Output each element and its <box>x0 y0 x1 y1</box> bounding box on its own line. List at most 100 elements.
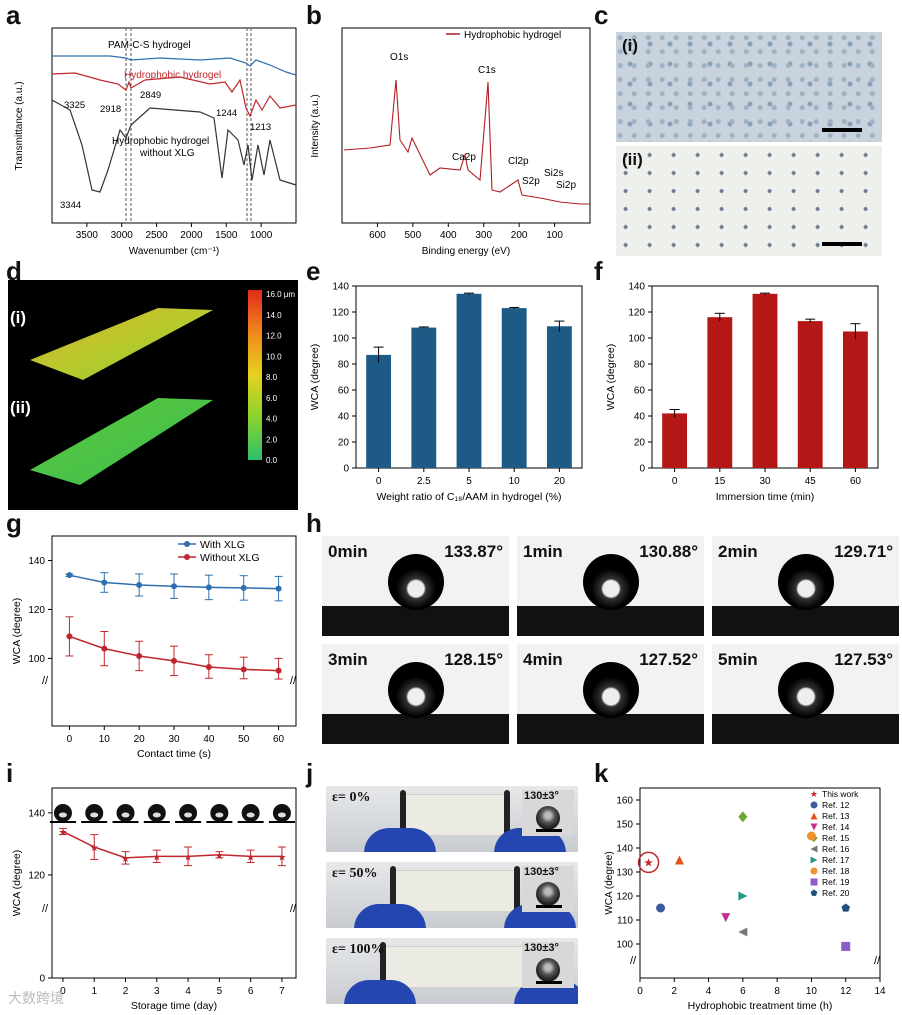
micrograph-ii: (ii) <box>616 146 882 256</box>
chart-a-ylabel: Transmittance (a.u.) <box>14 81 25 170</box>
scale-bar <box>822 128 862 132</box>
chart-g-point <box>240 584 247 591</box>
chart-g-axis-break: // <box>290 675 297 687</box>
chart-a-frame <box>51 27 297 224</box>
glove-left <box>344 980 416 1004</box>
colorbar-tick-label: 16.0 μm <box>266 290 295 299</box>
chart-a-series-pam <box>52 55 297 76</box>
water-droplet <box>388 554 444 610</box>
droplet-time: 3min <box>328 650 368 669</box>
droplet-time: 4min <box>523 650 563 669</box>
droplet-angle: 127.53° <box>834 650 893 669</box>
chart-e-xtick-label: 5 <box>466 476 472 487</box>
chart-b-legend: Hydrophobic hydrogel <box>464 30 561 41</box>
panel-label-f: f <box>594 256 603 286</box>
chart-k-ytick-label: 100 <box>616 940 633 951</box>
chart-i-frame <box>51 787 297 979</box>
chart-f-xtick-label: 60 <box>850 476 862 487</box>
hydrogel-strip <box>394 870 516 912</box>
chart-k-legend-label: Ref. 13 <box>822 811 850 821</box>
droplet-image: 4min 127.52° <box>517 644 704 744</box>
droplet-icon-highlight <box>184 812 193 818</box>
chart-i-xtick-label: 1 <box>91 986 97 997</box>
chart-g-point <box>275 667 282 674</box>
chart-i-point: ★ <box>215 851 224 862</box>
clamp <box>380 942 386 988</box>
chart-a-legend-pam: PAM-C-S hydrogel <box>108 40 191 51</box>
chart-b-xtick-label: 500 <box>405 230 422 241</box>
panel-label-h: h <box>306 508 322 538</box>
chart-k-legend-label: This work <box>822 789 859 799</box>
chart-g-xtick-label: 50 <box>238 734 250 745</box>
chart-a-annot-2918: 2918 <box>100 104 121 115</box>
chart-b-frame <box>341 27 591 224</box>
micrograph-i: (i) <box>616 32 882 142</box>
strain-label: ε= 50% <box>332 866 378 881</box>
chart-i-point: ★ <box>90 843 99 854</box>
chart-b-series <box>343 79 590 205</box>
chart-k-legend-label: Ref. 14 <box>822 822 850 832</box>
chart-b-annot-s2p: S2p <box>522 176 540 187</box>
chart-k-xtick-label: 0 <box>637 986 643 997</box>
chart-f-ytick-label: 60 <box>634 386 646 397</box>
chart-a-legend-noxlg-line2: without XLG <box>139 148 195 159</box>
chart-a-xtick-label: 3500 <box>76 230 99 241</box>
chart-f-xtick-label: 30 <box>759 476 771 487</box>
glove-left <box>364 828 436 852</box>
chart-f-bar: 0 20 40 60 80 100 120 140 0 15 30 45 60 Immersion tim… <box>605 282 879 503</box>
chart-a-ftir: PAM-C-S hydrogel Hydrophobic hydrogel Hy… <box>14 27 297 257</box>
chart-f-xtick-label: 15 <box>714 476 726 487</box>
colorbar-tick-label: 12.0 <box>266 332 282 341</box>
chart-e-xtick-label: 20 <box>554 476 566 487</box>
hydrogel-strip <box>404 794 506 836</box>
water-droplet <box>536 882 560 906</box>
chart-a-xtick-label: 1500 <box>215 230 238 241</box>
chart-g-xtick-label: 0 <box>67 734 73 745</box>
inset-angle: 130±3° <box>524 790 559 802</box>
chart-g-point <box>136 581 143 588</box>
chart-g-ytick-label: 100 <box>28 654 45 665</box>
chart-g-xtick-label: 20 <box>134 734 146 745</box>
chart-f-ytick-label: 40 <box>634 412 646 423</box>
chart-g-legend-label: Without XLG <box>200 552 260 564</box>
chart-k-point <box>738 891 748 901</box>
panel-label-c: c <box>594 0 609 30</box>
droplet-time: 1min <box>523 542 563 561</box>
chart-e-ylabel: WCA (degree) <box>309 344 321 411</box>
chart-g-legend-marker <box>184 554 190 560</box>
chart-i-line: // // 0 120 140 0 1 2 3 4 5 6 7 ★ ★ ★ ★ ★ ★ ★ ★ Storage time … <box>11 787 297 1012</box>
chart-i-axis-break: // <box>290 903 297 915</box>
chart-g-point <box>240 666 247 673</box>
chart-k-point <box>806 831 816 841</box>
droplet-icon-highlight <box>121 812 130 818</box>
micrograph-ii-label: (ii) <box>622 150 643 169</box>
chart-k-point: ★ <box>643 856 653 869</box>
chart-f-bar <box>662 413 688 468</box>
chart-g-point <box>275 585 282 592</box>
chart-k-legend-marker: ★ <box>810 789 818 799</box>
droplet-substrate <box>517 606 704 636</box>
inset-angle: 130±3° <box>524 866 559 878</box>
chart-e-bar <box>546 326 572 468</box>
chart-i-ytick-label: 140 <box>28 808 45 819</box>
chart-k-legend-marker <box>810 823 818 831</box>
chart-b-annot-ca2p: Ca2p <box>452 152 476 163</box>
chart-b-annot-o1s: O1s <box>390 52 408 63</box>
chart-e-bar <box>411 327 437 468</box>
chart-i-xtick-label: 3 <box>154 986 160 997</box>
chart-e-bar <box>456 293 482 468</box>
panel-label-i: i <box>6 758 14 788</box>
chart-k-point <box>738 927 748 937</box>
chart-b-annot-c1s: C1s <box>478 65 496 76</box>
chart-a-series-hydrophobic <box>51 72 297 118</box>
chart-f-ytick-label: 100 <box>628 334 645 345</box>
chart-i-point: ★ <box>152 852 161 863</box>
chart-k-xtick-label: 6 <box>740 986 746 997</box>
droplet-substrate <box>712 606 899 636</box>
chart-g-xtick-label: 30 <box>168 734 180 745</box>
chart-i-point: ★ <box>121 854 130 865</box>
chart-g-point <box>171 583 177 590</box>
chart-k-ytick-label: 140 <box>616 844 633 855</box>
chart-k-legend-label: Ref. 20 <box>822 888 850 898</box>
chart-b-xtick-label: 400 <box>440 230 457 241</box>
